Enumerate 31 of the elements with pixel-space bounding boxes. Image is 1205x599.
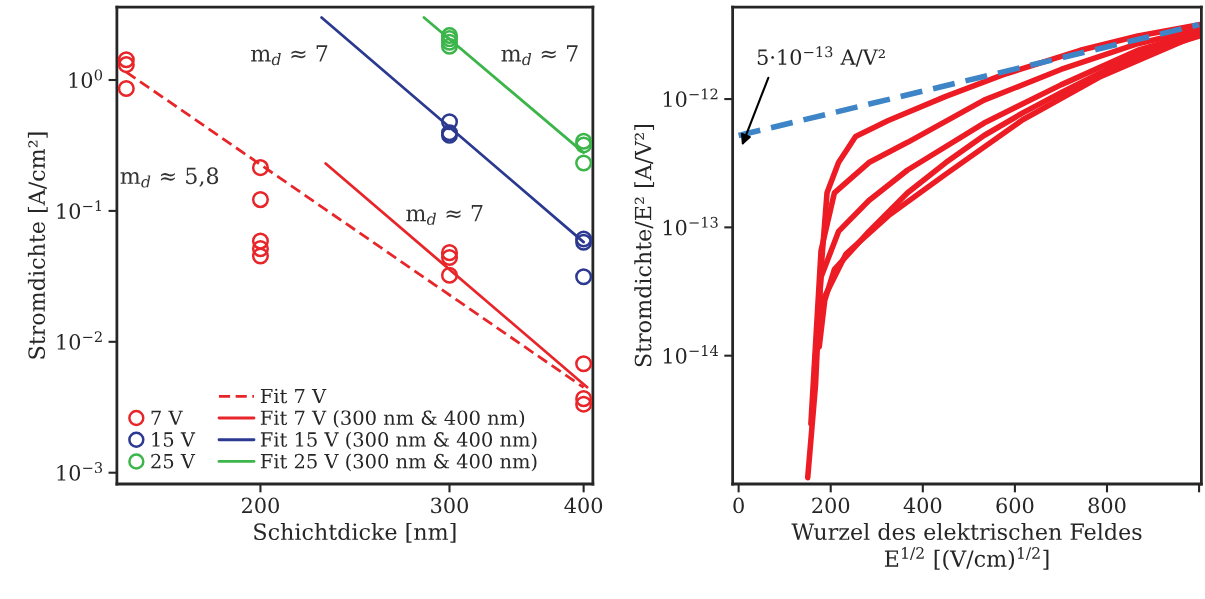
legend-label: Fit 7 V (300 nm & 400 nm) [260,410,525,428]
x-tick-label: 300 [431,497,468,514]
y-axis-title: Stromdichte/E² [A/V²] [634,125,655,367]
x-tick-label: 800 [1088,497,1126,514]
y-tick-label: 10$^{0}$ [69,69,103,89]
x-tick-label: 400 [903,497,942,514]
x-tick-label: 600 [996,497,1034,514]
x-axis-title: Schichtdicke [nm] [254,522,456,543]
x-tick-label: 200 [241,497,279,514]
y-tick-label: 10$^{−2}$ [57,331,102,350]
annotation: m$_{d}$ ≈ 7 [251,45,328,66]
x-tick-label: 400 [564,497,603,514]
y-tick-label: 10$^{−13}$ [663,216,718,236]
annotation: m$_{d}$ ≈ 7 [501,45,578,66]
x-tick-label: 200 [812,497,850,514]
annotation: m$_{d}$ ≈ 5,8 [120,167,219,188]
legend-label: 7 V [151,410,183,425]
legend-label: Fit 25 V (300 nm & 400 nm) [260,453,537,472]
legend-label: 25 V [151,453,196,469]
x-axis-title: Wurzel des elektrischen Feldes E$^{1/2}$ [(V/cm)$^{1/2}$] [791,522,1142,571]
legend-label: 15 V [152,432,196,447]
y-tick-label: 10$^{−3}$ [57,462,103,481]
y-axis-title: Stromdichte [A/cm²] [27,132,48,359]
y-tick-label: 10$^{−1}$ [57,200,102,219]
y-tick-label: 10$^{−14}$ [663,345,719,364]
annotation: 5·10$^{−13}$ A/V² [757,46,885,67]
x-tick-label: 0 [733,497,744,514]
annotation: m$_{d}$ ≈ 7 [406,204,483,225]
legend-label: Fit 7 V [260,388,327,404]
y-tick-label: 10$^{−12}$ [663,88,718,108]
legend-label: Fit 15 V (300 nm & 400 nm) [260,431,537,450]
